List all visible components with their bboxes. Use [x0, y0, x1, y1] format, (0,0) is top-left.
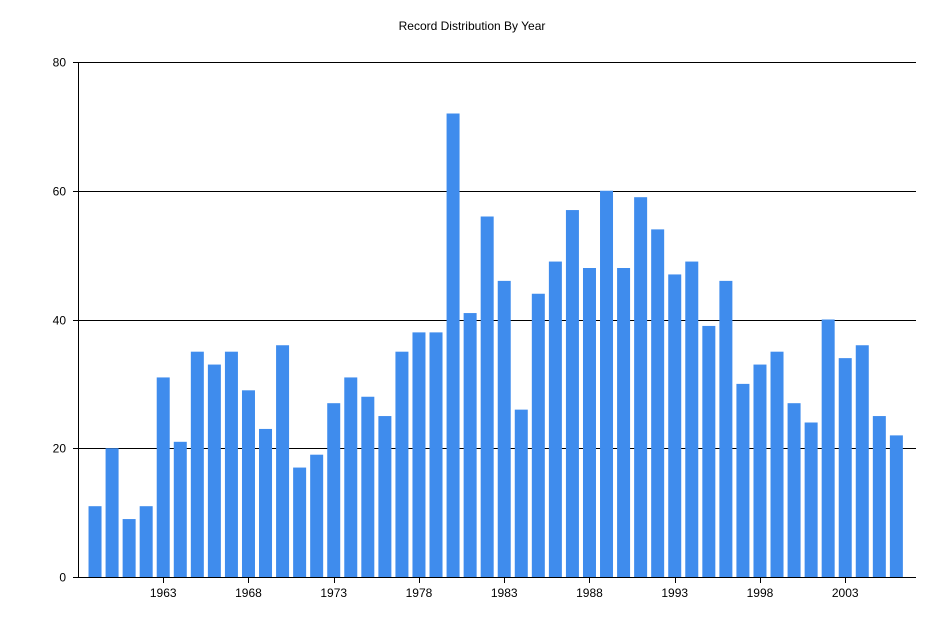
x-tick-label: 1963	[150, 586, 177, 600]
x-axis-ticks: 1963 1968 1973 1978 1983 1988 1993 1998 2003	[150, 577, 859, 600]
bar-1961	[122, 519, 136, 577]
x-tick-label: 1968	[235, 586, 262, 600]
x-tick-label: 1978	[406, 586, 433, 600]
y-tick-label: 40	[53, 314, 67, 328]
bar-1986	[548, 261, 562, 577]
bar-1984	[514, 409, 528, 578]
chart-title: Record Distribution By Year	[399, 19, 546, 33]
bar-1995	[702, 325, 716, 577]
x-tick-label: 1983	[491, 586, 518, 600]
bar-1967	[224, 351, 238, 577]
bar-2005	[872, 416, 886, 577]
bar-1994	[685, 261, 699, 577]
bar-2004	[855, 345, 869, 577]
bar-1993	[668, 274, 682, 577]
bar-1971	[293, 467, 307, 577]
bar-1989	[600, 190, 614, 577]
bar-1980	[446, 113, 460, 577]
bar-1992	[651, 229, 665, 578]
y-axis-ticks: 0 20 40 60 80	[53, 56, 78, 585]
bar-1970	[276, 345, 290, 577]
bars	[88, 113, 903, 578]
bar-2000	[787, 403, 801, 577]
bar-1960	[105, 448, 119, 577]
bar-1999	[770, 351, 784, 577]
y-tick-label: 60	[53, 185, 67, 199]
bar-1982	[480, 216, 494, 577]
bar-1959	[88, 506, 102, 577]
x-tick-label: 1973	[320, 586, 347, 600]
bar-1998	[753, 364, 767, 577]
bar-1973	[327, 403, 341, 577]
y-tick-label: 0	[59, 571, 66, 585]
x-tick-label: 1988	[576, 586, 603, 600]
bar-1964	[173, 441, 187, 577]
bar-1991	[634, 197, 648, 577]
bar-2003	[838, 358, 852, 578]
bar-1979	[429, 332, 443, 578]
bar-1968	[241, 390, 255, 577]
bar-2006	[889, 435, 903, 578]
bar-1976	[378, 416, 392, 577]
bar-1990	[617, 268, 631, 577]
bar-1975	[361, 396, 375, 577]
bar-1977	[395, 351, 409, 577]
bar-2001	[804, 422, 818, 577]
bar-1981	[463, 313, 477, 577]
bar-1997	[736, 383, 750, 578]
bar-1987	[565, 210, 579, 577]
y-tick-label: 20	[53, 442, 67, 456]
x-tick-label: 1998	[747, 586, 774, 600]
bar-1996	[719, 280, 733, 578]
bar-1966	[207, 364, 221, 577]
bar-1988	[582, 268, 596, 577]
y-tick-label: 80	[53, 56, 67, 70]
axes	[78, 62, 916, 578]
bar-1985	[531, 293, 545, 577]
bar-1983	[497, 280, 511, 578]
bar-1962	[139, 506, 153, 577]
bar-1963	[156, 377, 170, 577]
bar-1972	[310, 454, 324, 577]
bar-2002	[821, 319, 835, 577]
bar-1965	[190, 351, 204, 577]
x-tick-label: 2003	[832, 586, 859, 600]
bar-1969	[259, 428, 273, 577]
bar-1974	[344, 377, 358, 577]
bar-1978	[412, 332, 426, 578]
x-tick-label: 1993	[661, 586, 688, 600]
